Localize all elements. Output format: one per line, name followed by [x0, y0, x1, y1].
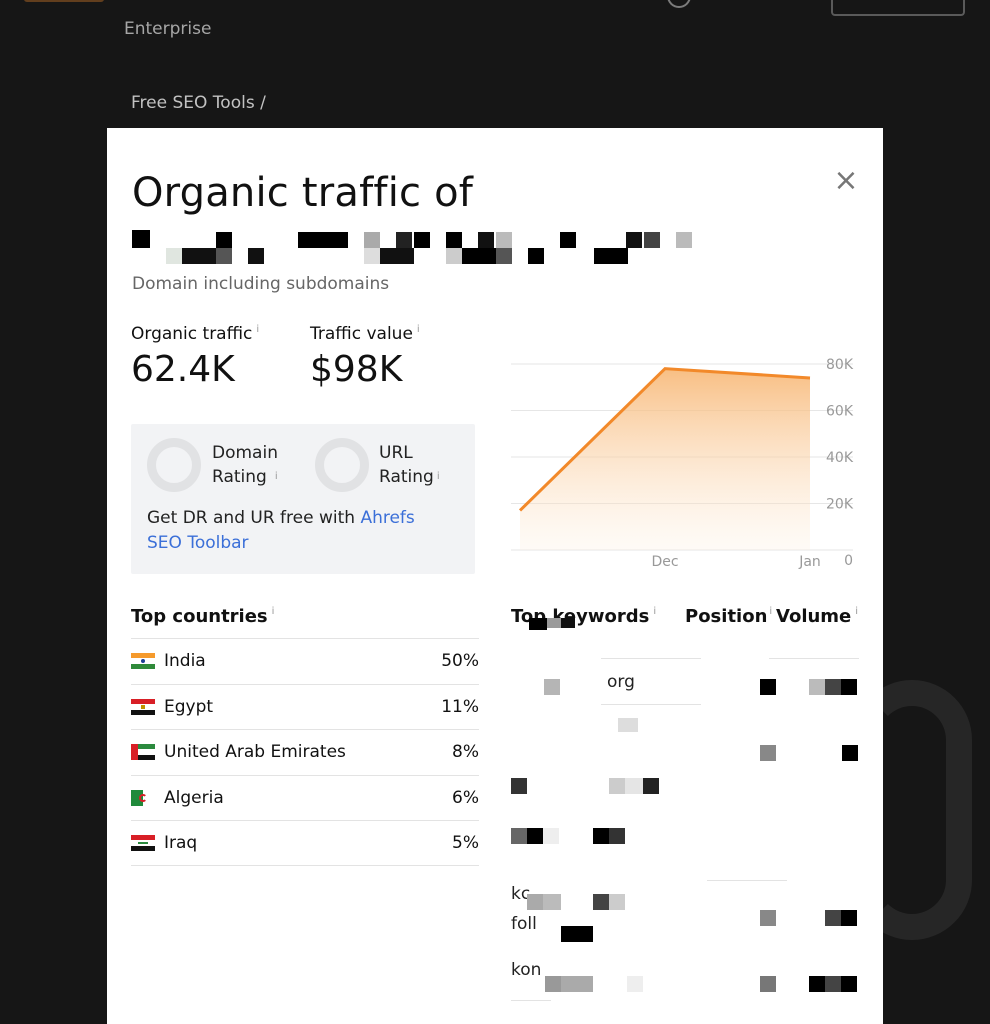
nav-item-enterprise[interactable]: Enterprise — [124, 19, 212, 39]
organic-traffic-label-text: Organic traffic — [131, 324, 253, 344]
y-tick-label: 40K — [826, 450, 854, 466]
info-icon[interactable]: i — [653, 606, 657, 617]
domain-rating-ring — [147, 438, 201, 492]
position-header-text: Position — [685, 606, 768, 627]
iraq-flag-icon — [131, 834, 155, 851]
keyword-partial: kon — [511, 960, 542, 980]
egypt-flag-icon — [131, 698, 155, 715]
country-percent: 50% — [441, 651, 479, 672]
ahrefs-logo[interactable] — [24, 0, 104, 2]
ratings-panel: Domain Rating i URL Rating i Get DR and UR… — [131, 424, 475, 574]
url-rating-label: URL Rating i — [379, 441, 440, 489]
traffic-value-label-text: Traffic value — [310, 324, 413, 344]
country-percent: 11% — [441, 696, 479, 717]
keyword-partial: kc — [511, 884, 531, 904]
india-flag-icon — [131, 653, 155, 670]
y-tick-label: 20K — [826, 497, 854, 513]
info-icon[interactable]: i — [416, 324, 420, 335]
header-button[interactable] — [831, 0, 965, 16]
traffic-chart: 80K 60K 40K 20K 0 Dec Jan — [511, 357, 854, 570]
country-percent: 5% — [452, 832, 479, 853]
country-row[interactable]: India 50% — [131, 638, 479, 684]
organic-traffic-modal: × Organic traffic of Domain including su… — [107, 128, 883, 1024]
traffic-area — [520, 368, 810, 550]
country-percent: 8% — [452, 742, 479, 763]
country-row[interactable]: Iraq 5% — [131, 820, 479, 866]
info-icon[interactable]: i — [256, 324, 260, 335]
toolbar-promo: Get DR and UR free with Ahrefs SEO Toolb… — [147, 506, 447, 556]
country-row[interactable]: Algeria 6% — [131, 774, 479, 821]
domain-rating-line2: Rating — [212, 467, 267, 487]
info-icon[interactable]: i — [855, 606, 859, 617]
promo-text: Get DR and UR free with — [147, 508, 361, 528]
url-rating-ring — [315, 438, 369, 492]
volume-header-text: Volume — [776, 606, 852, 627]
keyword-partial: org — [607, 672, 635, 692]
help-icon[interactable] — [667, 0, 691, 8]
modal-title: Organic traffic of — [132, 170, 474, 216]
country-name: United Arab Emirates — [164, 742, 346, 763]
x-tick-label: Jan — [798, 554, 821, 570]
top-keywords-table: org kc foll kon — [511, 618, 891, 1024]
redacted-domain — [132, 230, 702, 266]
organic-traffic-value: 62.4K — [131, 349, 235, 390]
country-percent: 6% — [452, 787, 479, 808]
top-countries-title: Top countries — [131, 606, 268, 627]
domain-subtitle: Domain including subdomains — [132, 274, 390, 294]
ahrefs-toolbar-link[interactable]: Ahrefs SEO Toolbar — [147, 508, 415, 553]
country-name: Iraq — [164, 832, 198, 853]
info-icon[interactable]: i — [769, 606, 773, 617]
country-name: India — [164, 651, 206, 672]
x-tick-label: Dec — [651, 554, 678, 570]
y-tick-label: 80K — [826, 357, 854, 373]
country-row[interactable]: United Arab Emirates 8% — [131, 729, 479, 775]
country-row[interactable]: Egypt 11% — [131, 683, 479, 730]
traffic-value-label: Traffic value i — [310, 324, 420, 344]
info-icon[interactable]: i — [274, 471, 278, 482]
traffic-line — [518, 367, 811, 512]
organic-traffic-label: Organic traffic i — [131, 324, 259, 344]
keyword-partial: foll — [511, 914, 537, 934]
algeria-flag-icon — [131, 789, 155, 806]
y-tick-label: 0 — [844, 553, 853, 569]
domain-rating-label: Domain Rating i — [212, 441, 278, 489]
domain-rating-line1: Domain — [212, 443, 278, 463]
info-icon[interactable]: i — [436, 471, 440, 482]
close-icon[interactable]: × — [833, 163, 859, 198]
country-name: Egypt — [164, 696, 214, 717]
breadcrumb[interactable]: Free SEO Tools / — [131, 93, 266, 113]
position-column-header: Position i — [685, 606, 772, 627]
url-rating-line1: URL — [379, 443, 413, 463]
top-countries-heading: Top countries i — [131, 606, 274, 627]
y-tick-label: 60K — [826, 404, 854, 420]
volume-column-header: Volume i — [776, 606, 858, 627]
url-rating-line2: Rating — [379, 467, 434, 487]
top-countries-list: India 50% Egypt 11% United Arab Emirates… — [131, 638, 479, 866]
uae-flag-icon — [131, 744, 155, 761]
info-icon[interactable]: i — [271, 606, 275, 617]
country-name: Algeria — [164, 787, 224, 808]
traffic-value-amount: $98K — [310, 349, 403, 390]
